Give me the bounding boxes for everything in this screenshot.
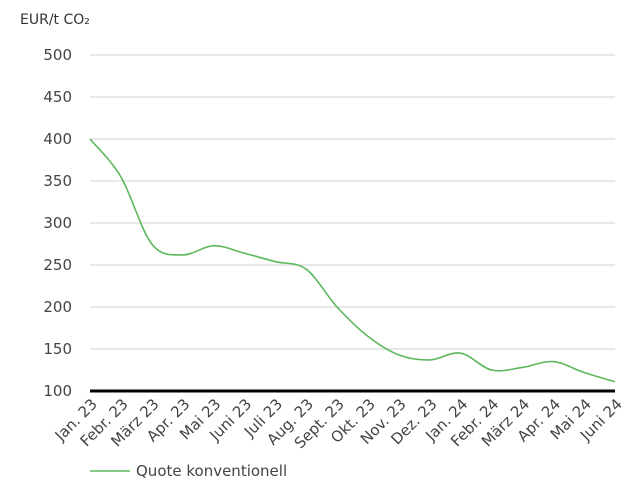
y-tick-label: 300 <box>43 214 72 232</box>
y-tick-label: 250 <box>43 256 72 274</box>
y-axis-label: EUR/t CO₂ <box>20 12 90 28</box>
y-tick-label: 500 <box>43 46 72 64</box>
y-tick-label: 100 <box>43 382 72 400</box>
y-tick-label: 150 <box>43 340 72 358</box>
line <box>89 138 616 383</box>
y-tick-label: 450 <box>43 88 72 106</box>
legend-label: Quote konventionell <box>136 462 287 480</box>
y-tick-label: 350 <box>43 172 72 190</box>
y-tick-label: 200 <box>43 298 72 316</box>
y-tick-label: 400 <box>43 130 72 148</box>
